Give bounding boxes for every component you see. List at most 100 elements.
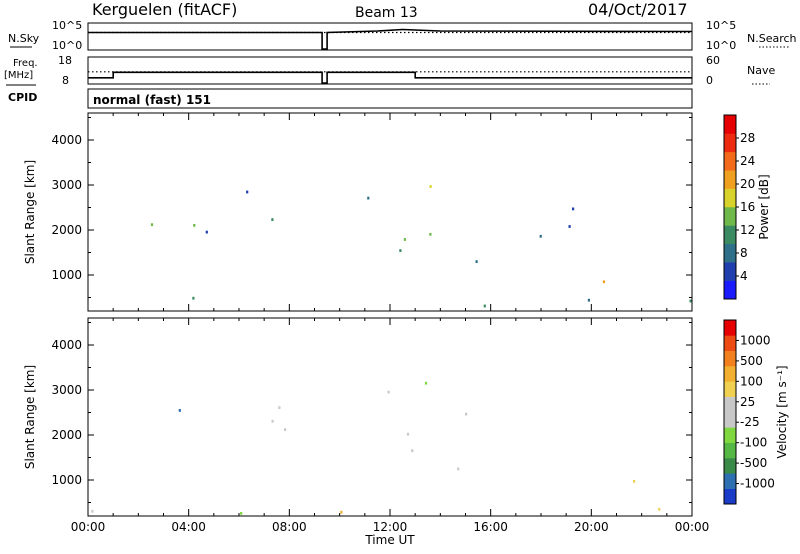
nave-tick-top: 60 xyxy=(706,54,720,67)
data-cell xyxy=(205,230,208,234)
data-cell xyxy=(457,467,460,471)
y-axis-label: Slant Range [km] xyxy=(23,160,37,264)
data-cell xyxy=(406,432,410,436)
colorbar-tick-label: 4 xyxy=(740,269,748,283)
x-axis-label: Time UT xyxy=(364,533,415,547)
colorbar-tick-label: 20 xyxy=(740,177,755,191)
data-cell xyxy=(689,299,692,303)
x-tick-label: 20:00 xyxy=(574,520,609,534)
colorbar-swatch xyxy=(724,427,736,443)
freq-unit-label: [MHz] xyxy=(4,70,33,81)
colorbar-swatch xyxy=(724,335,736,351)
colorbar-swatch xyxy=(724,473,736,489)
y-tick-label: 2000 xyxy=(51,428,82,442)
nave-tick-bottom: 0 xyxy=(706,74,713,87)
noise-strip-frame xyxy=(87,22,693,51)
plot-area xyxy=(88,113,692,311)
colorbar-tick-label: 24 xyxy=(740,154,755,168)
colorbar-swatch xyxy=(724,280,736,300)
data-cell xyxy=(178,409,181,412)
x-tick-label: 00:00 xyxy=(71,520,106,534)
colorbar-swatch xyxy=(724,170,736,189)
data-cell xyxy=(91,509,94,513)
colorbar-tick-label: 1000 xyxy=(740,333,771,347)
freq-tick-bottom: 8 xyxy=(62,74,69,87)
x-tick-label: 00:00 xyxy=(675,520,710,534)
data-cell xyxy=(387,390,390,394)
colorbar-swatch xyxy=(724,188,736,208)
nsky-label: N.Sky xyxy=(8,32,40,45)
date-title: 04/Oct/2017 xyxy=(588,0,688,19)
y-tick-label: 3000 xyxy=(51,178,82,192)
data-cell xyxy=(429,185,432,188)
colorbar-tick-label: 8 xyxy=(740,246,748,260)
colorbar-swatch xyxy=(724,442,736,459)
colorbar: 4 8 12 16 20 24 28 Power [dB] xyxy=(723,114,771,300)
colorbar-tick-label: -500 xyxy=(740,456,767,470)
x-tick-label: 12:00 xyxy=(373,520,408,534)
colorbar-swatch xyxy=(724,412,736,428)
colorbar-swatch xyxy=(724,243,736,263)
beam-title: Beam 13 xyxy=(355,5,418,21)
nave-label: Nave xyxy=(747,64,775,77)
colorbar-swatch xyxy=(724,458,736,474)
colorbar-label: Velocity [m s⁻¹] xyxy=(775,365,789,458)
x-tick-label: 16:00 xyxy=(473,520,508,534)
data-cell xyxy=(193,224,196,227)
colorbar-swatch xyxy=(724,381,736,397)
data-cell xyxy=(271,218,274,221)
colorbar-tick-label: 100 xyxy=(740,374,763,388)
colorbar-tick-label: 25 xyxy=(740,395,755,409)
noise-tick-left-bottom: 10^0 xyxy=(52,39,82,52)
colorbar-label: Power [dB] xyxy=(757,174,771,239)
data-cell xyxy=(240,512,243,515)
data-cell xyxy=(340,510,343,514)
data-cell xyxy=(271,419,274,423)
data-cell xyxy=(424,381,428,385)
data-cell xyxy=(284,428,287,431)
colorbar-swatch xyxy=(724,225,736,245)
data-cell xyxy=(475,260,478,263)
colorbar-frame xyxy=(723,319,737,505)
freq-label: Freq. xyxy=(13,58,38,69)
data-cell xyxy=(572,207,575,211)
y-tick-label: 2000 xyxy=(51,223,82,237)
colorbar-tick-label: -1000 xyxy=(740,477,775,491)
x-tick-label: 04:00 xyxy=(171,520,206,534)
station-title: Kerguelen (fitACF) xyxy=(92,0,237,19)
colorbar-swatch xyxy=(724,207,736,226)
data-cell xyxy=(483,304,486,308)
freq-strip-frame xyxy=(87,56,693,85)
colorbar-swatch xyxy=(724,262,736,281)
colorbar-swatch xyxy=(724,350,736,367)
colorbar-swatch xyxy=(724,396,736,413)
data-cell xyxy=(465,412,468,416)
data-cell xyxy=(403,238,406,241)
colorbar-swatch xyxy=(724,151,736,171)
nsearch-label: N.Search xyxy=(747,32,797,45)
y-tick-label: 3000 xyxy=(51,383,82,397)
y-tick-label: 1000 xyxy=(51,268,82,282)
data-cell xyxy=(429,232,432,236)
frequency-strip: Freq. [MHz] 18 8 60 0 Nave xyxy=(4,54,775,87)
colorbar-swatch xyxy=(724,366,736,382)
x-tick-label: 08:00 xyxy=(272,520,307,534)
noise-tick-right-top: 10^5 xyxy=(706,19,736,32)
noise-strip: N.Sky 10^5 10^0 10^5 10^0 N.Search xyxy=(8,19,797,52)
data-cell xyxy=(633,480,636,483)
data-cell xyxy=(587,298,590,302)
noise-tick-right-bottom: 10^0 xyxy=(706,39,736,52)
y-tick-label: 4000 xyxy=(51,133,82,147)
data-cell xyxy=(568,225,571,228)
data-cell xyxy=(658,507,661,511)
power-panel: 1000 2000 3000 4000 Slant Range [km] 4 8 12 16 20… xyxy=(23,112,771,312)
colorbar-tick-label: -25 xyxy=(740,415,760,429)
y-tick-label: 1000 xyxy=(51,473,82,487)
freq-tick-top: 18 xyxy=(58,54,72,67)
colorbar-tick-label: 12 xyxy=(740,223,755,237)
cpid-text: normal (fast) 151 xyxy=(93,93,211,107)
cpid-strip-frame xyxy=(87,88,693,109)
colorbar-tick-label: -100 xyxy=(740,436,767,450)
